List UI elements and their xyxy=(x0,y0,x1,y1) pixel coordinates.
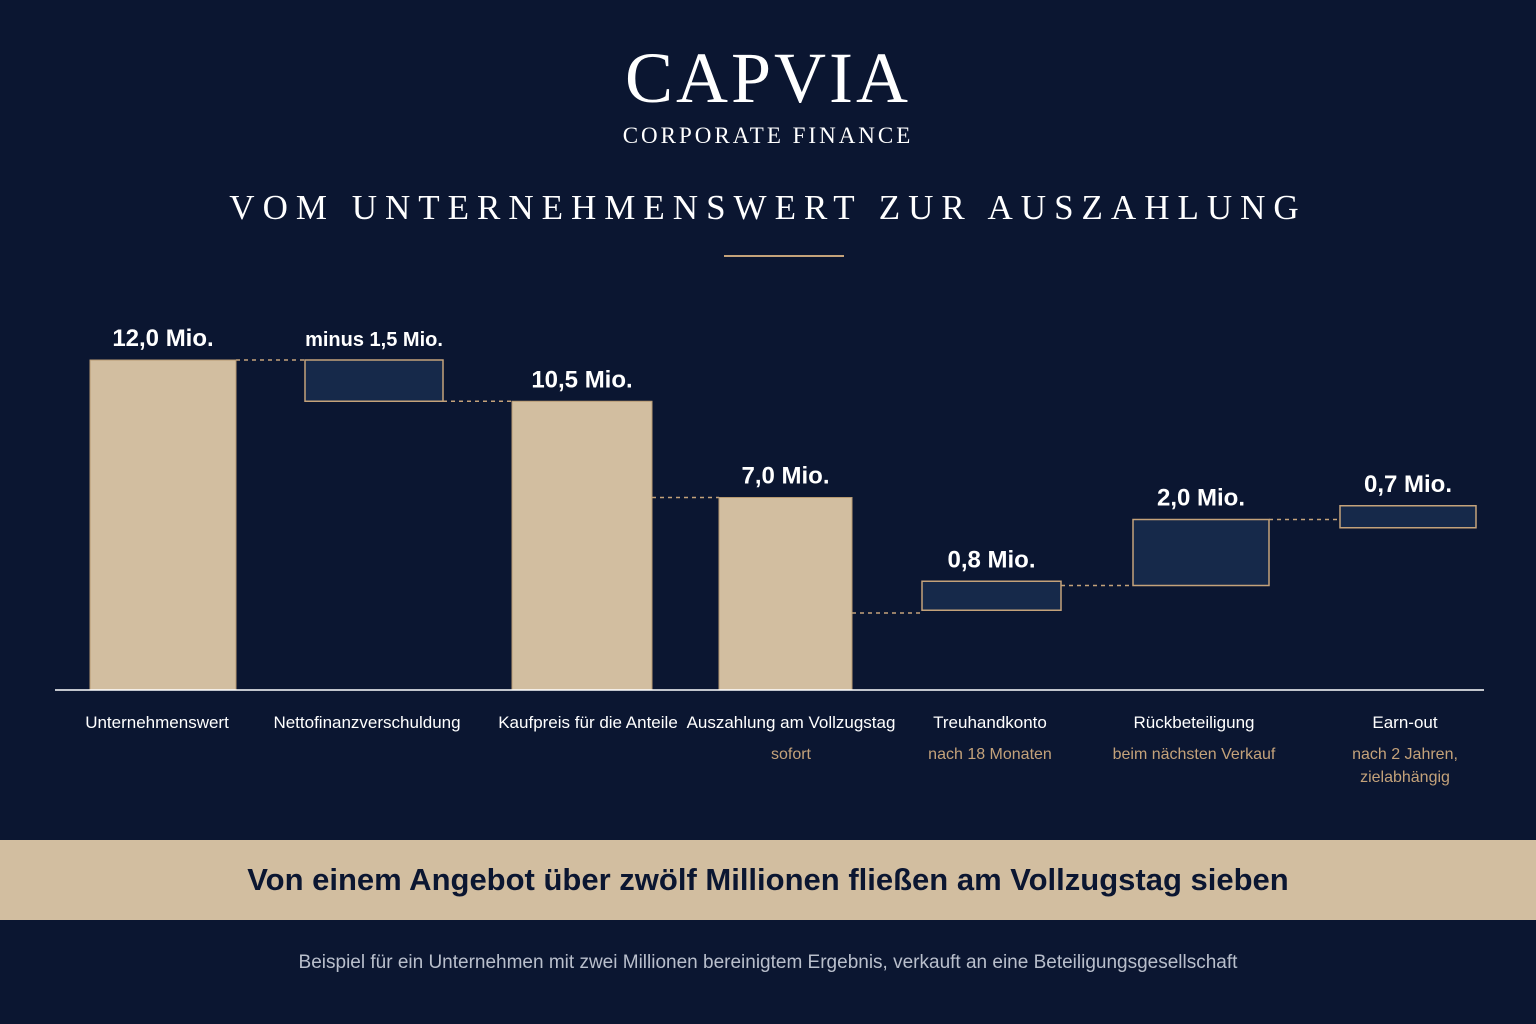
category-label-2: Nettofinanzverschuldung xyxy=(273,713,460,732)
value-label-4: 7,0 Mio. xyxy=(741,463,829,490)
value-label-6: 2,0 Mio. xyxy=(1157,485,1245,512)
bar-6 xyxy=(1132,518,1270,587)
value-label-3: 10,5 Mio. xyxy=(531,366,632,393)
chart-sub-labels: sofort nach 18 Monaten beim nächsten Verka… xyxy=(771,746,1458,786)
summary-banner: Von einem Angebot über zwölf Millionen f… xyxy=(0,840,1536,920)
page-headline: VOM UNTERNEHMENSWERT ZUR AUSZAHLUNG xyxy=(229,188,1307,227)
category-label-1: Unternehmenswert xyxy=(85,713,229,732)
bar-4 xyxy=(718,497,853,691)
sub-label-5: nach 18 Monaten xyxy=(928,746,1052,763)
brand-logo-name: CAPVIA xyxy=(624,38,912,118)
bar-3 xyxy=(511,400,653,691)
chart-category-labels: Unternehmenswert Nettofinanzverschuldung K… xyxy=(85,713,1438,732)
brand-logo-subtitle: CORPORATE FINANCE xyxy=(622,123,914,148)
value-label-7: 0,7 Mio. xyxy=(1364,471,1452,498)
bar-5 xyxy=(921,580,1062,611)
category-label-5: Treuhandkonto xyxy=(933,713,1047,732)
summary-banner-text: Von einem Angebot über zwölf Millionen f… xyxy=(247,862,1289,897)
sub-label-6: beim nächsten Verkauf xyxy=(1113,746,1276,763)
value-label-2: minus 1,5 Mio. xyxy=(305,329,443,351)
sub-label-7: nach 2 Jahren, zielabhängig xyxy=(1352,746,1458,786)
chart-bars xyxy=(89,359,1477,691)
category-label-6: Rückbeteiligung xyxy=(1134,713,1255,732)
chart-connectors xyxy=(236,359,1340,614)
category-label-3: Kaufpreis für die Anteile xyxy=(498,713,678,732)
footnote-text: Beispiel für ein Unternehmen mit zwei Mi… xyxy=(298,952,1238,973)
category-label-4: Auszahlung am Vollzugstag xyxy=(687,713,896,732)
headline-divider xyxy=(724,255,844,257)
waterfall-chart: 12,0 Mio. minus 1,5 Mio. 10,5 Mio. 7,0 Mio.… xyxy=(55,325,1484,786)
chart-value-labels: 12,0 Mio. minus 1,5 Mio. 10,5 Mio. 7,0 Mio.… xyxy=(112,325,1452,573)
bar-7 xyxy=(1339,505,1477,529)
sub-label-4: sofort xyxy=(771,746,812,763)
bar-2 xyxy=(304,359,444,402)
category-label-7: Earn-out xyxy=(1372,713,1437,732)
bar-1 xyxy=(89,359,237,691)
value-label-5: 0,8 Mio. xyxy=(947,546,1035,573)
value-label-1: 12,0 Mio. xyxy=(112,325,213,352)
